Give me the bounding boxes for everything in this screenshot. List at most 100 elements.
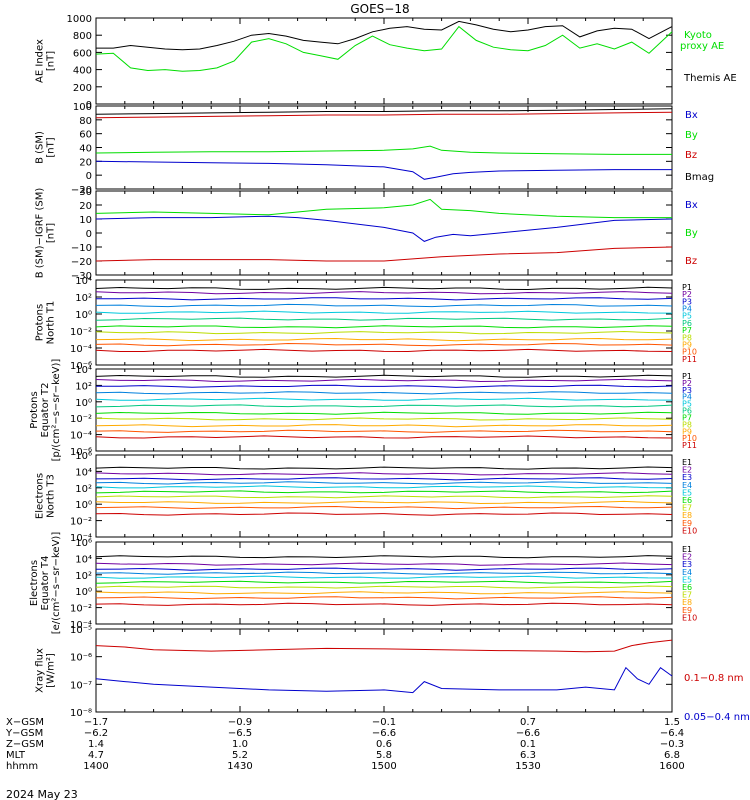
axis-row-value: −6.4 [660,728,684,739]
y-tick-label: 400 [73,66,92,77]
y-tick-label: 10⁻⁴ [70,533,92,544]
series-line [95,286,673,291]
y-tick-label: 60 [79,130,92,141]
legend-entry: E3 [682,560,692,569]
series-line [95,378,673,383]
series-line [95,481,673,485]
y-tick-label: 10² [75,293,92,304]
series-line [95,337,673,342]
axis-row-label: MLT [6,750,26,761]
legend-entry: P5 [682,400,692,409]
y-tick-label: 10⁻⁶ [70,447,92,458]
axis-row-value: −0.3 [660,739,684,750]
series-line [95,466,673,470]
legend-entry: Bz [685,256,697,267]
y-tick-label: 800 [73,31,92,42]
series-line [95,404,673,408]
legend-entry: P11 [682,355,697,364]
axis-row-label: Z−GSM [6,739,44,750]
legend-entry: E3 [682,473,692,482]
panel-frame [95,628,673,713]
legend-entry: P8 [682,333,692,342]
y-tick-label: 10⁰ [75,500,92,511]
legend-entry: By [685,130,698,141]
axis-row-label: X−GSM [6,717,44,728]
series-line [95,317,673,321]
y-axis-label: North T1 [46,301,57,345]
y-tick-label: 20 [79,157,92,168]
y-tick-label: −10 [71,243,92,254]
axis-row-value: 0.1 [520,739,536,750]
y-axis-label: Protons [29,391,40,428]
y-tick-label: 10 [79,215,92,226]
y-tick-label: 10⁻² [70,517,92,528]
y-tick-label: 0 [86,229,92,240]
series-line [95,348,673,353]
y-tick-label: 10⁴ [75,365,92,376]
legend-entry: 0.05−0.4 nm [684,712,750,723]
y-tick-label: 10⁴ [75,276,92,287]
series-line [95,596,673,600]
y-axis-label: [nT] [46,51,57,71]
y-tick-label: 10⁰ [75,310,92,321]
series-line [95,505,673,510]
series-line [95,639,673,653]
legend-entry: P4 [682,305,692,314]
y-tick-label: 10⁻² [70,327,92,338]
y-axis-label: [W/m²] [46,653,57,688]
y-tick-label: 40 [79,144,92,155]
axis-row-value: 6.3 [520,750,536,761]
legend-entry: P6 [682,407,692,416]
y-axis-label: Equator T4 [40,556,51,611]
legend-entry: P1 [682,283,692,292]
axis-row-value: −0.9 [228,717,252,728]
series-line [95,330,673,335]
series-line [96,20,673,51]
series-line [95,490,673,494]
y-axis-label: Xray flux [35,648,46,693]
y-tick-label: −30 [71,271,92,282]
legend-entry: P9 [682,340,692,349]
legend-entry: Bmag [685,172,714,183]
series-line [95,374,673,378]
axis-row-label: Y−GSM [5,728,43,739]
y-tick-label: 1000 [67,14,92,25]
y-tick-label: 10⁻⁶ [70,361,92,372]
series-line [95,160,672,180]
panel-frame [95,368,673,452]
series-line [95,424,673,428]
axis-row-value: −6.6 [516,728,540,739]
legend-entry: E2 [682,553,692,562]
legend-entry: E4 [682,568,692,577]
y-tick-label: 0 [86,171,92,182]
y-axis-label: [p/(cm²−s−sr−keV)] [51,359,62,462]
legend-entry: P10 [682,348,697,357]
series-line [95,215,673,242]
legend-entry: E1 [682,545,692,554]
series-line [95,585,673,589]
axis-row-value: −1.7 [84,717,108,728]
legend-entry: E10 [682,613,697,622]
y-axis-label: Electrons [29,560,40,606]
y-tick-label: 10⁻⁴ [70,344,92,355]
series-line [95,145,672,155]
series-line [95,342,673,347]
y-axis-label: [nT] [46,223,57,243]
axis-row-value: 1600 [659,761,684,772]
legend-entry: P8 [682,420,692,429]
y-tick-label: 10⁻⁶ [70,653,92,664]
series-line [95,429,673,433]
series-line [95,500,673,505]
y-tick-label: 10² [75,571,92,582]
legend-entry: P3 [682,386,692,395]
y-axis-label: [nT] [46,137,57,157]
panel-frame [95,190,673,276]
y-axis-label: [e/(cm²−s−sr−keV)] [51,532,62,635]
legend-entry: P5 [682,312,692,321]
panel-frame [95,105,673,190]
axis-row-value: −6.2 [84,728,108,739]
y-tick-label: 10⁶ [75,451,92,462]
panel-p2: 10⁴ 10² 10⁰ 10⁻² 10⁻⁴ 10⁻⁶ Protons Equator T2 [p… [29,359,697,462]
